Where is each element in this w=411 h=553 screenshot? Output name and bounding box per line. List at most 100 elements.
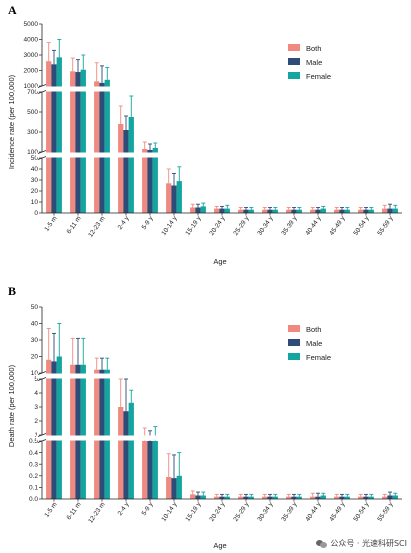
y-tick-label: 0.2 xyxy=(29,473,38,480)
y-tick-label: 3000 xyxy=(24,52,39,59)
bar-male xyxy=(171,185,177,213)
axis-break-mark xyxy=(37,90,47,94)
bar-both xyxy=(94,369,100,499)
bar-male xyxy=(339,496,345,499)
x-tick-label: 40-44 y xyxy=(304,215,323,237)
bar-male xyxy=(75,364,81,499)
axis-break-gap xyxy=(36,86,404,92)
y-tick-label: 30 xyxy=(31,337,39,344)
watermark: 公众号 · 光速科研SCI xyxy=(316,538,407,549)
bar-female xyxy=(104,79,110,213)
bar-both xyxy=(214,496,220,499)
bar-both xyxy=(94,81,100,213)
y-tick-label: 30 xyxy=(31,177,39,184)
y-tick-label: 2 xyxy=(34,418,38,425)
panel-b: B Death rate (per 100,000) Age 0.0 0.1 0.2… xyxy=(7,284,404,550)
x-tick-label: 40-44 y xyxy=(304,501,323,523)
panel-a: A Incidence rate (per 100,000) Age 0 10 20… xyxy=(7,3,404,266)
x-tick-label: 6-11 m xyxy=(66,501,83,521)
bar-female xyxy=(56,356,62,499)
x-tick-label: 35-39 y xyxy=(280,215,299,237)
bar-female xyxy=(392,495,398,499)
watermark-text: 公众号 · 光速科研SCI xyxy=(330,539,407,548)
x-tick-label: 2-4 y xyxy=(117,501,131,517)
bar-female xyxy=(80,69,86,213)
bar-both xyxy=(142,149,148,213)
bar-both xyxy=(70,71,76,214)
bar-both xyxy=(262,209,268,213)
bar-female xyxy=(152,441,158,499)
x-tick-label: 45-49 y xyxy=(328,215,347,237)
bar-male xyxy=(147,150,153,213)
legend-swatch-male xyxy=(288,339,300,346)
bar-male xyxy=(291,496,297,499)
axis-break-mark xyxy=(37,84,47,88)
bar-both xyxy=(142,441,148,499)
legend-label-male: Male xyxy=(306,339,322,348)
bar-male xyxy=(339,209,345,213)
bar-both xyxy=(166,183,172,213)
x-tick-label: 10-14 y xyxy=(160,215,179,237)
bar-female xyxy=(248,496,254,499)
bar-both xyxy=(118,124,124,213)
y-tick-label: 700 xyxy=(27,89,38,96)
bar-female xyxy=(176,475,182,499)
axis-break-gap xyxy=(36,373,404,379)
x-tick-label: 5-9 y xyxy=(141,215,155,231)
bar-both xyxy=(262,496,268,499)
bar-both xyxy=(238,496,244,499)
bar-both xyxy=(310,209,316,213)
bar-female xyxy=(272,209,278,213)
x-tick-label: 55-59 y xyxy=(376,501,395,523)
bar-both xyxy=(118,407,124,499)
x-tick-label: 30-34 y xyxy=(256,215,275,237)
bar-female xyxy=(200,206,206,213)
y-tick-label: 2000 xyxy=(24,68,39,75)
x-tick-label: 1-5 m xyxy=(43,501,58,519)
bar-both xyxy=(190,207,196,213)
x-tick-label: 15-19 y xyxy=(184,215,203,237)
bar-male xyxy=(195,207,201,213)
x-tick-label: 15-19 y xyxy=(184,501,203,523)
bar-female xyxy=(128,117,134,213)
bar-both xyxy=(166,476,172,499)
bar-female xyxy=(320,208,326,213)
bar-male xyxy=(171,478,177,499)
y-tick-label: 100 xyxy=(27,149,38,156)
bar-male xyxy=(219,496,225,499)
y-tick-label: 20 xyxy=(31,188,39,195)
y-tick-label: 300 xyxy=(27,129,38,136)
axis-break-gap xyxy=(36,435,404,441)
legend-swatch-both xyxy=(288,44,300,51)
bar-both xyxy=(46,359,52,499)
x-tick-label: 1-5 m xyxy=(43,215,58,233)
bar-male xyxy=(99,82,105,214)
panel-b-letter: B xyxy=(8,284,16,298)
x-tick-label: 50-54 y xyxy=(352,215,371,237)
legend-swatch-female xyxy=(288,72,300,79)
bar-female xyxy=(344,209,350,213)
y-tick-label: 40 xyxy=(31,321,39,328)
bar-female xyxy=(248,209,254,213)
x-tick-label: 50-54 y xyxy=(352,501,371,523)
bar-male xyxy=(147,441,153,499)
panel-b-legend: Both Male Female xyxy=(288,325,331,362)
x-tick-label: 35-39 y xyxy=(280,501,299,523)
x-tick-label: 30-34 y xyxy=(256,501,275,523)
legend-swatch-male xyxy=(288,58,300,65)
y-tick-label: 0.0 xyxy=(29,496,38,503)
bar-male xyxy=(123,411,129,499)
panel-b-x-axis-label: Age xyxy=(213,541,226,550)
y-tick-label: 0 xyxy=(34,210,38,217)
y-tick-label: 500 xyxy=(27,109,38,116)
bar-both xyxy=(358,209,364,213)
bar-male xyxy=(387,208,393,213)
bar-male xyxy=(99,369,105,499)
x-tick-label: 5-9 y xyxy=(141,501,155,517)
bar-male xyxy=(267,209,273,213)
panel-b-y-axis-label: Death rate (per 100,000) xyxy=(7,364,16,447)
bar-both xyxy=(382,208,388,213)
y-tick-label: 20 xyxy=(31,354,39,361)
bar-male xyxy=(75,72,81,213)
